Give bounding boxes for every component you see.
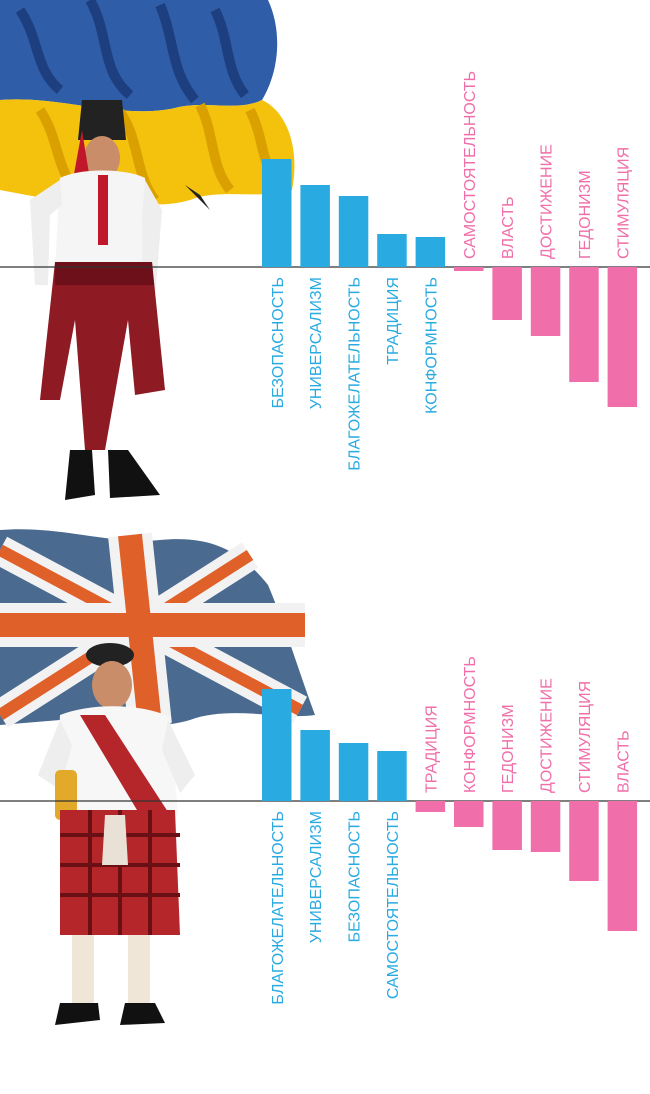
bar-label-top-4: КОНФОРМНОСТЬ bbox=[423, 277, 440, 414]
bar-label-bottom-4: ТРАДИЦИЯ bbox=[423, 705, 440, 793]
bar-label-bottom-1: УНИВЕРСАЛИЗМ bbox=[308, 811, 325, 943]
chart-panel-bottom: БЛАГОЖЕЛАТЕЛЬНОСТЬ УНИВЕРСАЛИЗМ БЕЗОПАСНОС… bbox=[0, 525, 650, 1094]
bar-label-top-2: БЛАГОЖЕЛАТЕЛЬНОСТЬ bbox=[347, 277, 364, 471]
bar-top-9 bbox=[607, 267, 638, 407]
bar-label-top-0: БЕЗОПАСНОСТЬ bbox=[270, 277, 287, 408]
bar-top-1 bbox=[300, 185, 330, 267]
bar-bottom-8 bbox=[569, 801, 599, 881]
bar-label-bottom-3: САМОСТОЯТЕЛЬНОСТЬ bbox=[385, 811, 402, 999]
bar-bottom-1 bbox=[300, 730, 330, 801]
bar-bottom-3 bbox=[377, 751, 407, 801]
scottish-kilt-figure bbox=[38, 643, 195, 1025]
bar-top-3 bbox=[377, 234, 407, 267]
bar-top-4 bbox=[415, 237, 446, 267]
bar-bottom-0 bbox=[262, 689, 292, 801]
chart-panel-top: БЕЗОПАСНОСТЬ УНИВЕРСАЛИЗМ БЛАГОЖЕЛАТЕЛЬНОС… bbox=[0, 0, 650, 520]
bar-label-top-3: ТРАДИЦИЯ bbox=[385, 277, 402, 365]
bar-top-0 bbox=[262, 159, 292, 267]
bar-label-bottom-7: ДОСТИЖЕНИЕ bbox=[539, 678, 556, 793]
bar-label-top-7: ДОСТИЖЕНИЕ bbox=[539, 144, 556, 259]
bar-label-top-8: ГЕДОНИЗМ bbox=[577, 170, 594, 259]
bar-bottom-9 bbox=[607, 801, 638, 931]
bar-bottom-5 bbox=[454, 801, 484, 827]
bar-bottom-6 bbox=[492, 801, 522, 850]
bar-top-8 bbox=[569, 267, 599, 382]
bar-bottom-2 bbox=[338, 743, 369, 801]
bar-label-bottom-5: КОНФОРМНОСТЬ bbox=[462, 656, 479, 793]
bar-label-bottom-0: БЛАГОЖЕЛАТЕЛЬНОСТЬ bbox=[270, 811, 287, 1005]
uk-illustration bbox=[0, 529, 315, 1025]
bar-label-top-5: САМОСТОЯТЕЛЬНОСТЬ bbox=[462, 71, 479, 259]
union-jack-flag bbox=[0, 529, 315, 728]
bar-bottom-7 bbox=[530, 801, 561, 852]
bar-label-top-6: ВЛАСТЬ bbox=[500, 196, 517, 259]
bar-label-top-1: УНИВЕРСАЛИЗМ bbox=[308, 277, 325, 409]
bar-bottom-4 bbox=[415, 801, 446, 812]
values-bar-chart-bottom: БЛАГОЖЕЛАТЕЛЬНОСТЬ УНИВЕРСАЛИЗМ БЕЗОПАСНОС… bbox=[0, 656, 650, 1005]
bar-label-bottom-8: СТИМУЛЯЦИЯ bbox=[577, 681, 594, 793]
bar-label-bottom-9: ВЛАСТЬ bbox=[615, 730, 632, 793]
bar-label-top-9: СТИМУЛЯЦИЯ bbox=[615, 147, 632, 259]
bar-label-bottom-2: БЕЗОПАСНОСТЬ bbox=[347, 811, 364, 942]
bar-top-2 bbox=[338, 196, 369, 267]
bar-label-bottom-6: ГЕДОНИЗМ bbox=[500, 704, 517, 793]
values-bar-chart-top: БЕЗОПАСНОСТЬ УНИВЕРСАЛИЗМ БЛАГОЖЕЛАТЕЛЬНОС… bbox=[0, 71, 650, 471]
bar-top-7 bbox=[530, 267, 561, 336]
bar-top-5 bbox=[454, 267, 484, 271]
ukraine-illustration bbox=[0, 0, 295, 500]
bar-top-6 bbox=[492, 267, 522, 320]
cossack-costume-figure bbox=[30, 100, 165, 500]
